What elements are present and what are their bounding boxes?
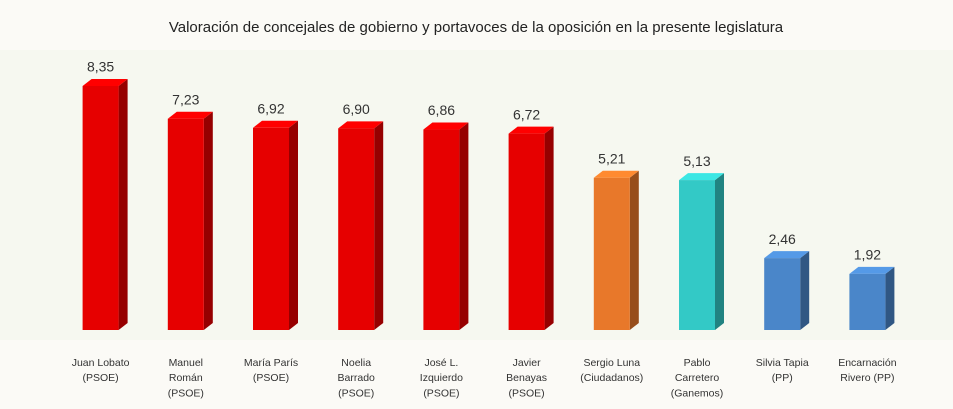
value-label: 5,13 (683, 153, 710, 169)
x-tick-label: Juan Lobato (PSOE) (72, 357, 130, 384)
bar-side (800, 251, 810, 330)
value-label: 6,90 (343, 101, 370, 117)
x-tick-label: María París (PSOE) (244, 357, 298, 384)
bar-top (167, 111, 213, 119)
value-label: 2,46 (769, 231, 796, 247)
x-tick-label: Pablo Carretero (Ganemos) (671, 357, 724, 399)
x-tick-label: Manuel Román (PSOE) (168, 357, 204, 399)
value-label: 6,72 (513, 106, 540, 122)
value-label: 7,23 (172, 91, 199, 107)
bar (167, 118, 204, 330)
value-label: 6,92 (257, 100, 284, 116)
x-tick-label: Javier Benayas (PSOE) (506, 357, 547, 399)
bar-top (849, 266, 895, 274)
value-label: 5,21 (598, 150, 625, 166)
x-tick-label: José L. Izquierdo (PSOE) (420, 357, 463, 399)
bar-top (593, 170, 639, 178)
bar (593, 177, 630, 330)
value-label: 1,92 (854, 247, 881, 263)
bar (82, 86, 119, 330)
bar (849, 273, 886, 330)
x-tick-label: Noelia Barrado (PSOE) (338, 357, 376, 399)
bar-side (459, 122, 469, 330)
bar-top (764, 251, 810, 259)
bar-top (338, 121, 384, 129)
value-label: 8,35 (87, 59, 114, 75)
x-tick-label: Encarnación Rivero (PP) (838, 357, 897, 384)
bar-side (289, 120, 298, 330)
bar-side (715, 173, 724, 330)
bar (338, 128, 375, 330)
bar (679, 180, 715, 330)
watermark-band (0, 50, 953, 340)
bar (508, 133, 545, 330)
bar-top (508, 126, 554, 134)
bar-side (203, 111, 213, 330)
chart-title: Valoración de concejales de gobierno y p… (169, 19, 784, 36)
bar (764, 258, 801, 330)
x-tick-label: Sergio Luna (Ciudadanos) (580, 357, 643, 384)
value-label: 6,86 (428, 102, 455, 118)
bar (253, 127, 289, 330)
bar-side (544, 126, 554, 330)
bar-top (423, 122, 469, 130)
bar-top (82, 79, 128, 86)
bar-top (679, 173, 724, 181)
bar-top (253, 120, 298, 128)
bar (423, 129, 460, 330)
bar-side (629, 170, 639, 330)
bar-side (374, 121, 384, 331)
bar-side (118, 79, 128, 330)
x-tick-label: Silvia Tapia (PP) (756, 357, 809, 384)
bar-side (885, 266, 895, 330)
